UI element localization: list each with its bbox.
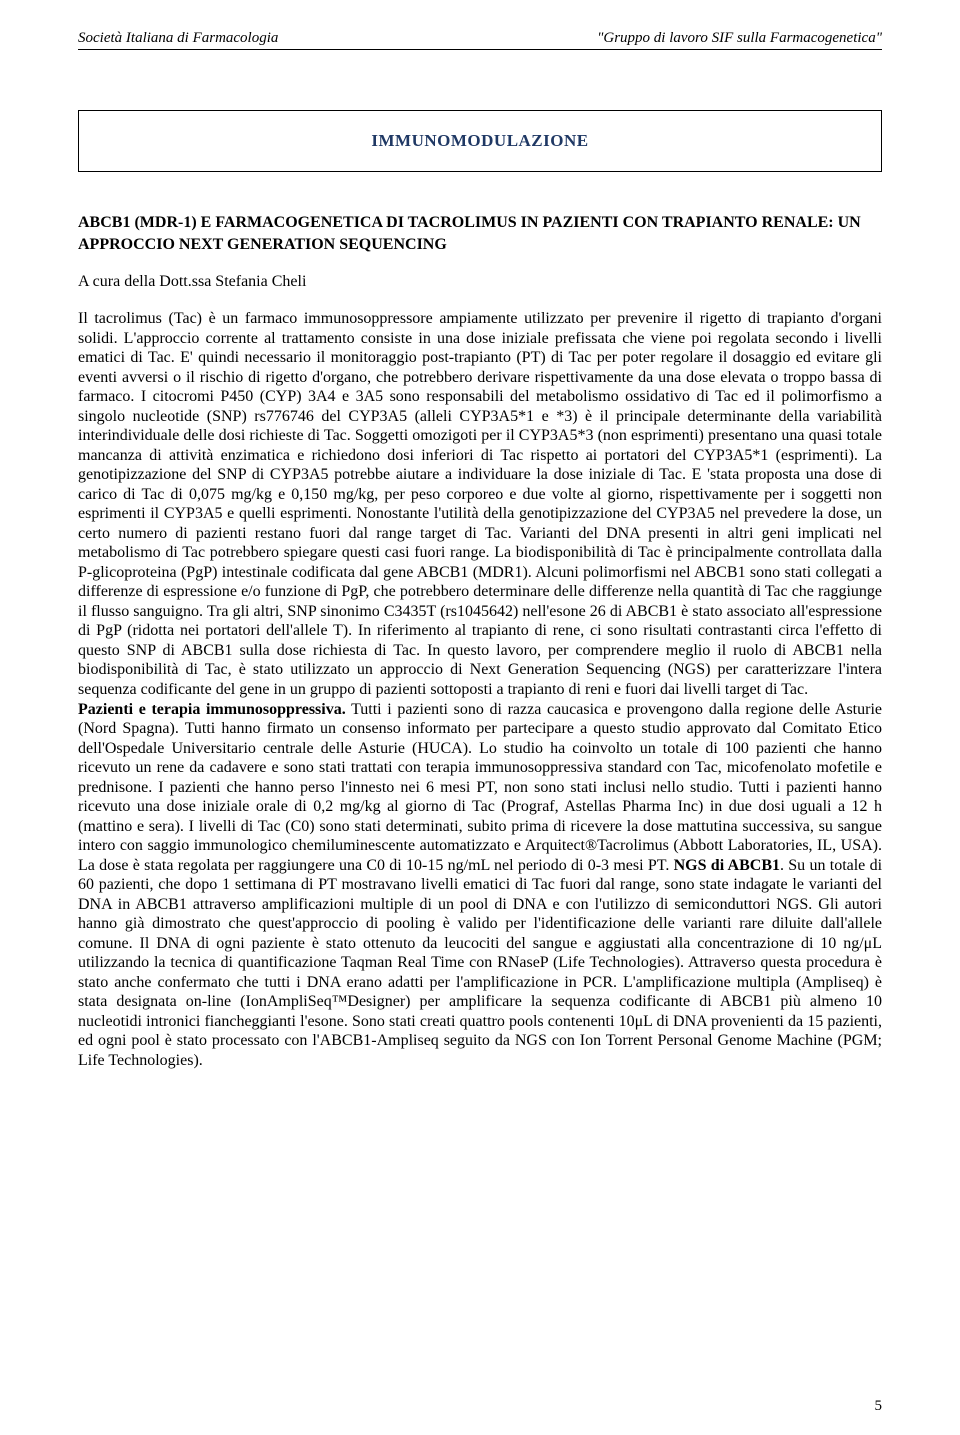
section-label: IMMUNOMODULAZIONE	[371, 131, 588, 150]
author-line: A cura della Dott.ssa Stefania Cheli	[78, 273, 882, 291]
page-number: 5	[875, 1398, 883, 1415]
article-body: Il tacrolimus (Tac) è un farmaco immunos…	[78, 309, 882, 1070]
header-left: Società Italiana di Farmacologia	[78, 30, 278, 47]
page: Società Italiana di Farmacologia "Gruppo…	[0, 0, 960, 1435]
running-header: Società Italiana di Farmacologia "Gruppo…	[78, 30, 882, 50]
header-right: "Gruppo di lavoro SIF sulla Farmacogenet…	[597, 30, 882, 47]
article-title: ABCB1 (MDR-1) E FARMACOGENETICA DI TACRO…	[78, 212, 882, 255]
section-title-box: IMMUNOMODULAZIONE	[78, 110, 882, 172]
